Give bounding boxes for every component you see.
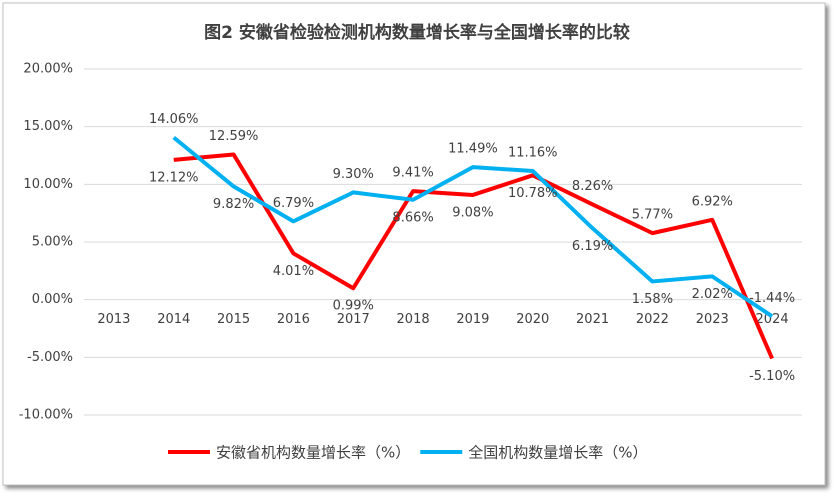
data-label: 1.58% xyxy=(632,292,673,307)
data-label: 6.79% xyxy=(273,196,314,211)
y-tick-label: 5.00% xyxy=(32,235,73,250)
series-line xyxy=(172,135,774,318)
data-label: 11.16% xyxy=(508,145,558,160)
data-label: 12.59% xyxy=(209,129,259,144)
data-label: 6.92% xyxy=(692,194,733,209)
x-tick-label: 2018 xyxy=(397,312,430,327)
x-tick-label: 2019 xyxy=(456,312,489,327)
data-label: 5.77% xyxy=(632,208,673,223)
data-label: 8.66% xyxy=(392,210,433,225)
y-tick-label: 15.00% xyxy=(23,119,73,134)
data-label: 9.08% xyxy=(452,205,493,220)
x-tick-label: 2024 xyxy=(756,312,789,327)
y-tick-label: -5.00% xyxy=(27,350,73,365)
legend-label: 安徽省机构数量增长率（%） xyxy=(216,444,410,462)
chart-title: 图2 安徽省检验检测机构数量增长率与全国增长率的比较 xyxy=(204,22,630,43)
x-tick-label: 2021 xyxy=(576,312,609,327)
y-tick-label: 10.00% xyxy=(23,177,73,192)
x-tick-label: 2014 xyxy=(157,312,190,327)
data-label: 12.12% xyxy=(149,170,199,185)
data-label: 2.02% xyxy=(692,287,733,302)
data-label: 11.49% xyxy=(448,142,498,157)
x-tick-label: 2020 xyxy=(516,312,549,327)
data-label: 8.26% xyxy=(572,179,613,194)
x-tick-label: 2016 xyxy=(277,312,310,327)
data-label: -1.44% xyxy=(749,291,795,306)
data-label: 14.06% xyxy=(149,112,199,127)
x-tick-label: 2013 xyxy=(97,312,130,327)
data-label: 10.78% xyxy=(508,186,558,201)
data-label: 9.41% xyxy=(392,166,433,181)
data-label: 9.82% xyxy=(213,197,254,212)
x-tick-label: 2023 xyxy=(696,312,729,327)
x-tick-label: 2022 xyxy=(636,312,669,327)
data-label: 4.01% xyxy=(273,264,314,279)
y-tick-label: 20.00% xyxy=(23,62,73,77)
chart-frame xyxy=(2,2,826,486)
data-label: 0.99% xyxy=(333,299,374,314)
series-line xyxy=(173,152,774,360)
y-tick-label: 0.00% xyxy=(32,292,73,307)
x-tick-label: 2017 xyxy=(337,312,370,327)
data-label: 9.30% xyxy=(333,167,374,182)
x-tick-label: 2015 xyxy=(217,312,250,327)
data-label: -5.10% xyxy=(749,369,795,384)
data-label: 6.19% xyxy=(572,239,613,254)
legend-label: 全国机构数量增长率（%） xyxy=(468,444,647,462)
y-tick-label: -10.00% xyxy=(19,408,73,423)
